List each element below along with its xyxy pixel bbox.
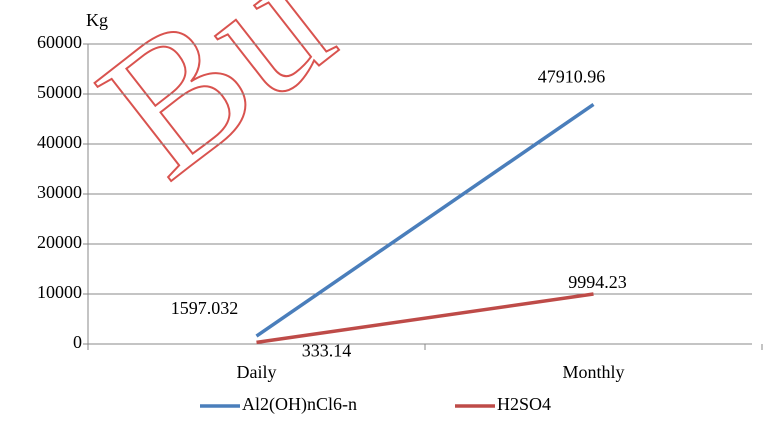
series-line	[256, 292, 594, 345]
y-tick-label: 50000	[37, 82, 82, 102]
data-label: 1597.032	[171, 298, 239, 318]
data-label: 9994.23	[568, 272, 627, 292]
series-line	[255, 103, 595, 338]
y-tick-label: 10000	[37, 282, 82, 302]
x-tick-label: Daily	[237, 362, 277, 382]
data-label: 47910.96	[538, 67, 606, 87]
data-label: 333.14	[302, 340, 352, 360]
y-tick-label: 60000	[37, 32, 82, 52]
x-tick-label: Monthly	[562, 362, 624, 382]
y-tick-label: 30000	[37, 182, 82, 202]
watermark: Bu	[63, 0, 367, 217]
y-axis-label: Kg	[86, 10, 108, 30]
legend-label: H2SO4	[497, 394, 551, 414]
y-tick-label: 20000	[37, 232, 82, 252]
y-tick-label: 0	[73, 332, 82, 352]
legend-label: Al2(OH)nCl6-n	[242, 394, 357, 415]
y-tick-label: 40000	[37, 132, 82, 152]
